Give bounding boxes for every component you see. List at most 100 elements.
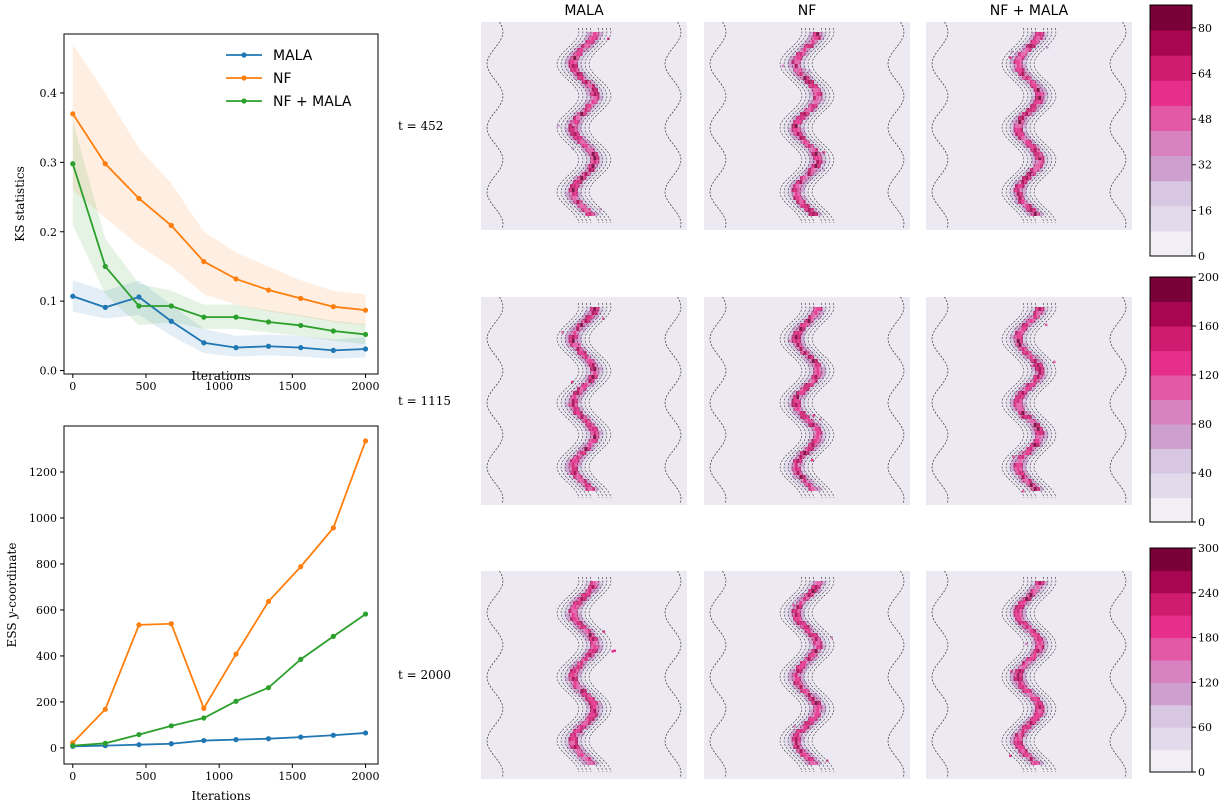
ess-y-tick-label: 1200 xyxy=(29,466,57,479)
colorbar-segment xyxy=(1150,155,1192,182)
ess-data-point xyxy=(265,685,272,691)
heatmap-contours xyxy=(931,570,1127,779)
ess-data-point xyxy=(102,706,108,712)
ks-data-point xyxy=(233,276,239,282)
density-heatmap-panel xyxy=(704,570,910,779)
ess-data-point xyxy=(168,621,174,627)
ks-y-tick-label: 0.0 xyxy=(40,365,58,378)
ess-data-point xyxy=(233,698,239,704)
heatmap-side-contour xyxy=(887,296,905,505)
heatmap-side-contour xyxy=(664,570,682,779)
heatmap-side-contour xyxy=(887,570,905,779)
colorbar-tick-label: 240 xyxy=(1198,587,1219,600)
ess-data-point xyxy=(102,740,108,746)
ess-x-tick-label: 1500 xyxy=(278,770,306,783)
ks-data-point xyxy=(330,304,336,310)
colorbar-segment xyxy=(1150,704,1192,728)
colorbar-tick-label: 200 xyxy=(1198,271,1219,284)
ess-series-line xyxy=(72,732,366,748)
ess-y-tick-label: 1000 xyxy=(29,512,57,525)
heatmap-side-contour xyxy=(931,21,949,230)
heatmap-density xyxy=(781,32,830,216)
ess-x-tick-label: 1000 xyxy=(205,770,233,783)
ess-data-point xyxy=(233,651,239,657)
ks-data-point xyxy=(265,319,272,325)
colorbar-frame xyxy=(1149,276,1193,523)
colorbar-tick-label: 0 xyxy=(1198,516,1205,529)
colorbar-tick-label: 300 xyxy=(1198,542,1219,555)
heatmap-density xyxy=(784,307,830,491)
colorbar-segment xyxy=(1150,660,1192,683)
ess-data-point xyxy=(136,742,142,748)
colorbar-tick-label: 32 xyxy=(1198,159,1212,172)
ess-data-point xyxy=(298,734,304,740)
colorbar: 0 40 80 120 160 200 xyxy=(1149,271,1219,529)
colorbar: 0 60 120 180 240 300 xyxy=(1149,542,1219,779)
legend-label: NF xyxy=(273,71,292,87)
colorbar-segment xyxy=(1150,448,1192,474)
ks-data-point xyxy=(298,322,304,329)
heatmap-contours xyxy=(931,296,1127,505)
heatmap-row-label: t = 1115 xyxy=(398,394,451,408)
ks-data-point xyxy=(201,314,207,320)
ess-data-point xyxy=(70,743,76,749)
ks-series-line xyxy=(72,295,366,352)
legend-label: NF + MALA xyxy=(273,94,352,110)
legend-swatch-marker xyxy=(241,52,247,58)
ess-data-point xyxy=(298,564,304,570)
ess-y-axis-label: ESS y-coordinate xyxy=(5,543,19,648)
colorbar-tick-label: 40 xyxy=(1198,467,1212,480)
heatmap-contours xyxy=(709,570,905,779)
ess-data-point xyxy=(265,736,272,742)
ess-x-tick-label: 500 xyxy=(135,770,156,783)
heatmap-density xyxy=(784,581,834,765)
colorbar-tick-label: 0 xyxy=(1198,766,1205,779)
ks-x-tick-label: 500 xyxy=(135,380,156,393)
ess-data-point xyxy=(136,622,142,628)
ess-data-point xyxy=(298,656,304,662)
density-heatmap-panel xyxy=(481,21,687,230)
ks-y-tick-label: 0.2 xyxy=(40,226,58,239)
colorbar-tick-label: 120 xyxy=(1198,369,1219,382)
ess-data-point xyxy=(330,633,336,639)
ess-y-tick-label: 0 xyxy=(50,742,57,755)
ks-data-point xyxy=(102,263,108,270)
ks-data-point xyxy=(265,287,272,293)
colorbar-segment xyxy=(1150,592,1192,616)
heatmap-side-contour xyxy=(709,21,727,230)
ks-data-point xyxy=(136,195,142,202)
colorbar-segment xyxy=(1150,277,1192,302)
colorbar-segment xyxy=(1150,30,1192,56)
heatmap-contours xyxy=(709,21,905,230)
ks-y-axis-label: KS statistics xyxy=(13,166,27,242)
ks-data-point xyxy=(233,314,239,320)
heatmap-column-title: NF xyxy=(798,3,817,19)
ess-y-tick-label: 600 xyxy=(36,604,57,617)
ks-data-point xyxy=(136,303,142,309)
ess-data-point xyxy=(201,737,207,744)
colorbar-segment xyxy=(1150,473,1192,498)
ess-series-line xyxy=(72,613,367,747)
ks-data-point xyxy=(102,304,108,310)
ess-data-point xyxy=(330,525,336,531)
ess-y-tick-label: 200 xyxy=(36,696,57,709)
colorbar-segment xyxy=(1150,375,1192,400)
ks-x-tick-label: 1000 xyxy=(205,380,233,393)
heatmap-side-contour xyxy=(887,21,905,230)
heatmap-side-contour xyxy=(1109,21,1127,230)
legend-swatch-marker xyxy=(241,98,247,104)
ess-data-point xyxy=(168,723,174,729)
heatmap-density xyxy=(1006,32,1052,216)
colorbar-segment xyxy=(1150,301,1192,327)
ess-data-point xyxy=(362,438,369,444)
ess-data-point xyxy=(362,611,369,617)
colorbar-tick-label: 64 xyxy=(1198,67,1212,80)
colorbar-segment xyxy=(1150,682,1192,706)
heatmap-contours xyxy=(709,296,905,505)
colorbar-tick-label: 160 xyxy=(1198,320,1219,333)
colorbar-segment xyxy=(1150,205,1192,232)
heatmap-contours xyxy=(486,570,682,779)
heatmap-contours xyxy=(931,21,1127,230)
